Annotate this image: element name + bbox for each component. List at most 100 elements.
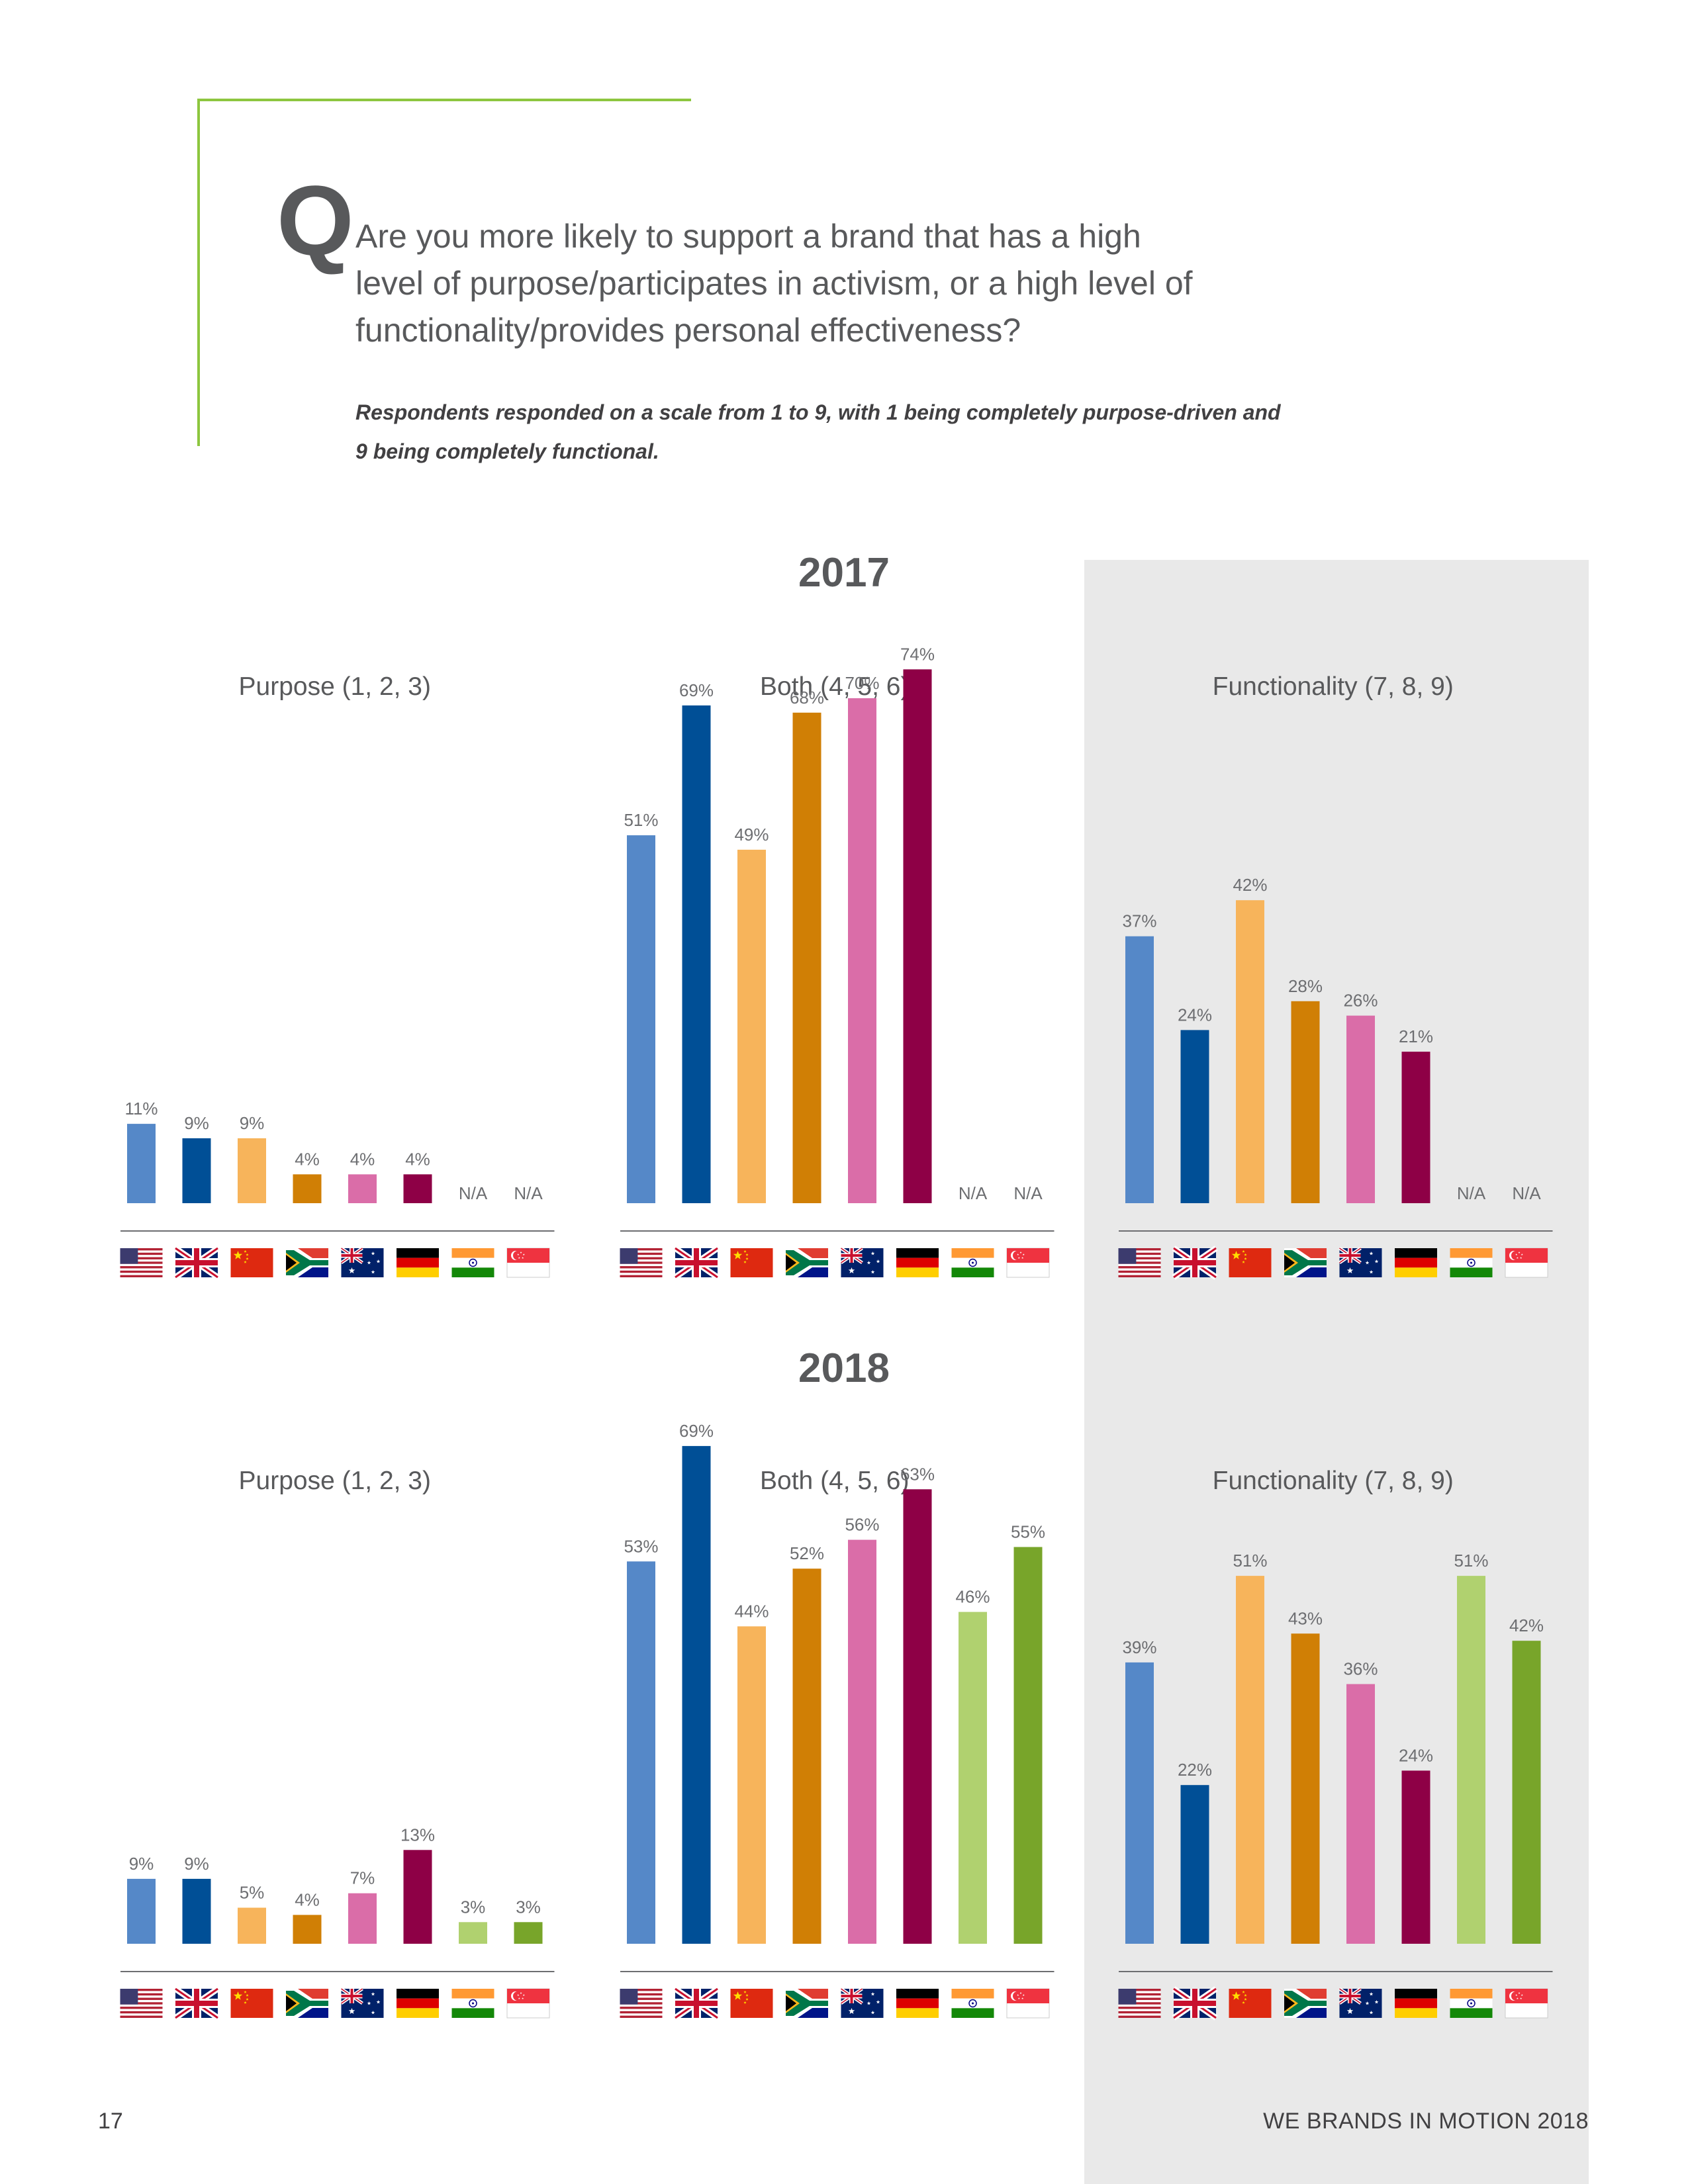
data-label: 70% bbox=[845, 673, 879, 693]
chart-2018-purpose-1-2-3: Purpose (1, 2, 3) 9% 9% 5% 4% 7% 13% 3% 3% bbox=[120, 1467, 555, 2021]
bar-united-kingdom bbox=[682, 705, 711, 1203]
china-flag-icon bbox=[730, 1248, 773, 1277]
data-label: 9% bbox=[184, 1113, 209, 1133]
chart-title: Both (4, 5, 6) bbox=[760, 672, 909, 701]
china-flag-icon bbox=[230, 1989, 273, 2018]
data-label-na: N/A bbox=[1457, 1183, 1486, 1203]
data-label: 56% bbox=[845, 1515, 879, 1535]
bar-australia bbox=[348, 1893, 377, 1944]
bar-south-africa bbox=[1291, 1001, 1320, 1203]
germany-flag-icon bbox=[1395, 1248, 1437, 1277]
bar-united-states bbox=[127, 1878, 156, 1944]
year-title-2018: 2018 bbox=[798, 1345, 890, 1391]
data-label: 36% bbox=[1343, 1659, 1378, 1679]
bar-united-states bbox=[1125, 936, 1154, 1203]
data-label: 3% bbox=[516, 1897, 541, 1917]
us-flag-icon bbox=[120, 1248, 163, 1277]
chart-title: Purpose (1, 2, 3) bbox=[239, 1467, 431, 1495]
singapore-flag-icon bbox=[1505, 1988, 1548, 2019]
chart-title: Both (4, 5, 6) bbox=[760, 1467, 909, 1495]
data-label: 68% bbox=[790, 688, 824, 707]
data-label-na: N/A bbox=[1013, 1183, 1043, 1203]
chart-2017-purpose-1-2-3: Purpose (1, 2, 3) 11% 9% 9% 4% 4% 4% N/A N/A bbox=[120, 672, 555, 1280]
bar-united-kingdom bbox=[182, 1138, 211, 1203]
uk-flag-icon bbox=[173, 1246, 220, 1280]
australia-flag-icon bbox=[840, 1987, 884, 2018]
data-label: 28% bbox=[1288, 976, 1323, 996]
chart-2018-both-4-5-6: Both (4, 5, 6) 53% 69% 44% 52% 56% 63% 46% 55% bbox=[620, 1421, 1055, 2021]
south-africa-flag-icon bbox=[1284, 1248, 1327, 1277]
uk-flag-icon bbox=[1172, 1246, 1218, 1280]
uk-flag-icon bbox=[673, 1986, 720, 2021]
bar-china bbox=[238, 1907, 266, 1944]
south-africa-flag-icon bbox=[786, 1248, 828, 1277]
bar-united-kingdom bbox=[682, 1445, 711, 1944]
data-label: 5% bbox=[240, 1883, 265, 1903]
australia-flag-icon bbox=[340, 1246, 384, 1277]
data-label: 37% bbox=[1122, 911, 1156, 931]
data-label: 26% bbox=[1343, 991, 1378, 1011]
data-label-na: N/A bbox=[514, 1183, 543, 1203]
bar-south-africa bbox=[1291, 1633, 1320, 1944]
data-label-na: N/A bbox=[459, 1183, 488, 1203]
bar-germany bbox=[1401, 1052, 1430, 1203]
south-africa-flag-icon bbox=[786, 1989, 828, 2018]
india-flag-icon bbox=[451, 1989, 494, 2018]
singapore-flag-icon bbox=[1006, 1988, 1050, 2019]
germany-flag-icon bbox=[896, 1248, 939, 1277]
chart-2017-functionality-7-8-9: Functionality (7, 8, 9) 37% 24% 42% 28% 26% 21… bbox=[1118, 672, 1553, 1280]
data-label: 9% bbox=[240, 1113, 265, 1133]
germany-flag-icon bbox=[397, 1248, 439, 1277]
china-flag-icon bbox=[730, 1989, 773, 2018]
data-label: 52% bbox=[790, 1543, 824, 1563]
bar-south-africa bbox=[293, 1915, 322, 1944]
us-flag-icon bbox=[1118, 1989, 1161, 2018]
bar-australia bbox=[848, 698, 876, 1203]
germany-flag-icon bbox=[1395, 1989, 1437, 2018]
china-flag-icon bbox=[1229, 1989, 1272, 2018]
bar-united-kingdom bbox=[182, 1878, 211, 1944]
india-flag-icon bbox=[951, 1248, 994, 1277]
footer-brand: WE BRANDS IN MOTION 2018 bbox=[1263, 2109, 1589, 2134]
bar-germany bbox=[403, 1174, 432, 1203]
bar-united-kingdom bbox=[1180, 1030, 1209, 1203]
singapore-flag-icon bbox=[506, 1988, 550, 2019]
south-africa-flag-icon bbox=[286, 1248, 328, 1277]
data-label: 51% bbox=[1233, 1551, 1267, 1570]
bar-united-states bbox=[1125, 1662, 1154, 1944]
data-label: 9% bbox=[129, 1854, 154, 1874]
data-label: 44% bbox=[734, 1601, 769, 1621]
bar-south-africa bbox=[792, 712, 821, 1203]
data-label: 42% bbox=[1233, 875, 1267, 895]
india-flag-icon bbox=[951, 1989, 994, 2018]
bar-india bbox=[959, 1612, 987, 1944]
uk-flag-icon bbox=[1172, 1986, 1218, 2021]
question-text: Are you more likely to support a brand t… bbox=[355, 218, 1193, 349]
data-label: 53% bbox=[624, 1536, 658, 1556]
bar-australia bbox=[1346, 1015, 1375, 1203]
bar-germany bbox=[903, 669, 932, 1203]
data-label: 69% bbox=[679, 1421, 714, 1441]
germany-flag-icon bbox=[397, 1989, 439, 2018]
bar-australia bbox=[848, 1539, 876, 1944]
data-label: 63% bbox=[900, 1464, 935, 1484]
data-label: 7% bbox=[350, 1868, 375, 1888]
question-bracket-left bbox=[197, 99, 200, 446]
bar-germany bbox=[1401, 1770, 1430, 1944]
chart-2018-functionality-7-8-9: Functionality (7, 8, 9) 39% 22% 51% 43% 36% 24… bbox=[1118, 1467, 1553, 2021]
india-flag-icon bbox=[451, 1248, 494, 1277]
bar-singapore bbox=[1512, 1641, 1541, 1944]
data-label: 4% bbox=[350, 1149, 375, 1169]
bar-china bbox=[737, 849, 766, 1203]
data-label: 21% bbox=[1399, 1026, 1433, 1046]
uk-flag-icon bbox=[173, 1986, 220, 2021]
bar-south-africa bbox=[293, 1174, 322, 1203]
data-label: 4% bbox=[295, 1889, 320, 1909]
australia-flag-icon bbox=[1338, 1246, 1382, 1277]
china-flag-icon bbox=[230, 1248, 273, 1277]
bar-united-states bbox=[127, 1124, 156, 1203]
bar-china bbox=[1236, 900, 1264, 1203]
question-letter: Q bbox=[277, 165, 354, 276]
page-number: 17 bbox=[98, 2109, 123, 2134]
